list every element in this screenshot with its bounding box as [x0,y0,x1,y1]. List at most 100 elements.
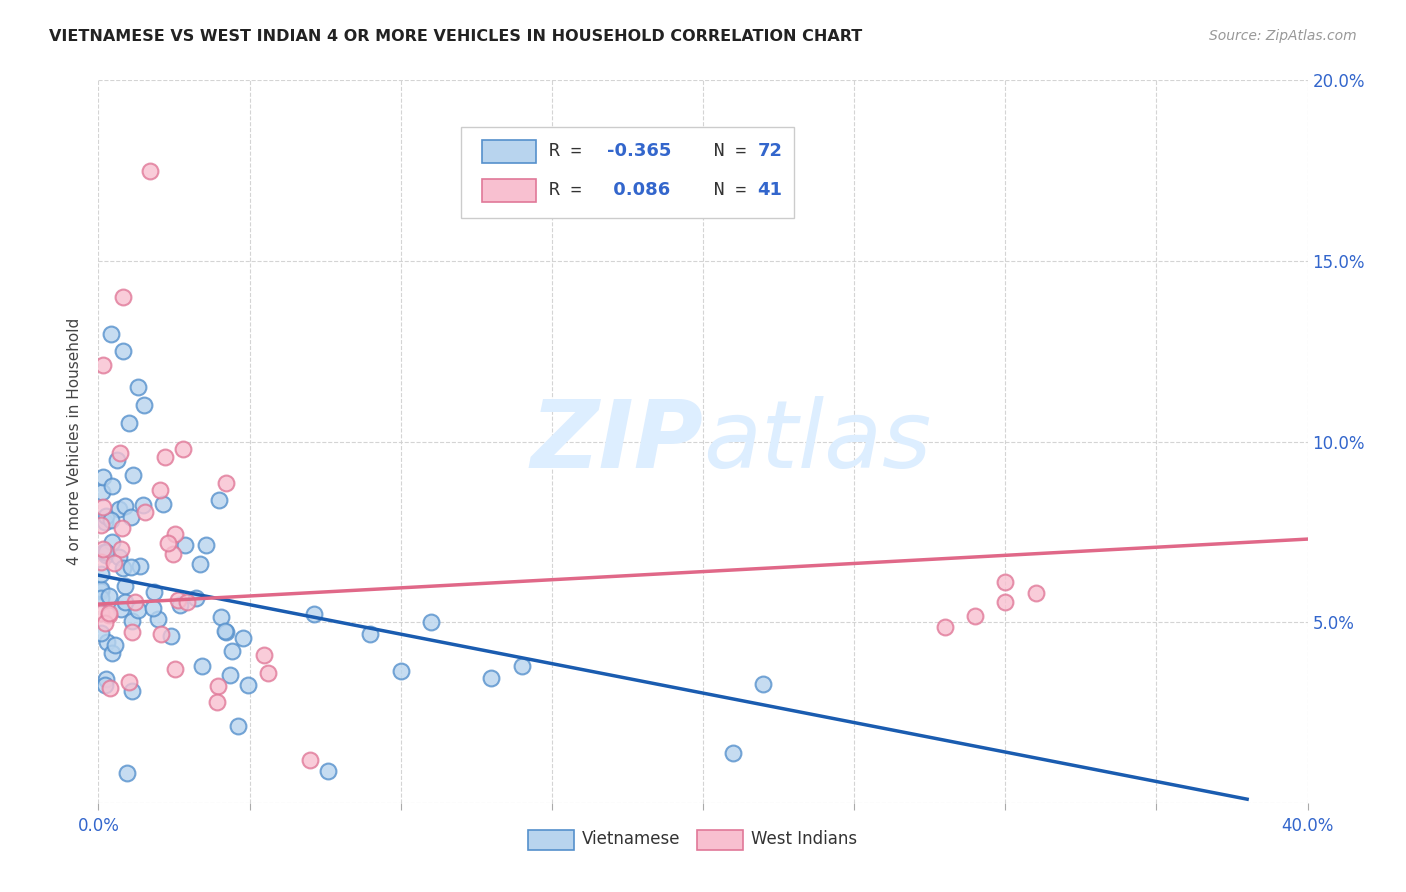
Text: Source: ZipAtlas.com: Source: ZipAtlas.com [1209,29,1357,43]
Point [100,327,122,342]
Point [91,358,114,372]
Point [208,492,231,507]
Point [163,662,186,676]
Text: N =: N = [692,142,758,160]
Point [172,442,194,456]
Point [90,606,112,620]
Point [93,515,115,529]
Point [214,624,236,638]
Point [101,479,124,493]
Point [510,659,533,673]
Point [149,627,172,641]
Point [121,684,143,698]
Point [389,664,412,678]
Text: VIETNAMESE VS WEST INDIAN 4 OR MORE VEHICLES IN HOUSEHOLD CORRELATION CHART: VIETNAMESE VS WEST INDIAN 4 OR MORE VEHI… [49,29,862,44]
Text: West Indians: West Indians [751,830,858,848]
Point [214,475,236,490]
Point [91,470,114,484]
Point [132,499,155,513]
Point [121,625,143,640]
Point [994,594,1017,608]
Text: R =: R = [550,181,593,199]
Point [219,668,242,682]
Point [108,549,131,564]
Point [96,635,118,649]
Point [90,517,112,532]
Point [165,526,187,541]
Point [90,626,112,640]
Point [162,547,184,561]
Point [253,648,276,662]
Point [112,561,135,575]
Point [90,583,112,598]
FancyBboxPatch shape [461,128,793,218]
Point [207,679,229,693]
Y-axis label: 4 or more Vehicles in Household: 4 or more Vehicles in Household [67,318,83,566]
Point [90,591,112,606]
Point [129,558,152,573]
Point [111,521,134,535]
Text: atlas: atlas [703,396,931,487]
Point [110,541,132,556]
Point [214,625,236,640]
Point [153,450,176,464]
Point [195,538,218,552]
Point [205,695,228,709]
Point [104,638,127,652]
Point [143,584,166,599]
Point [148,612,170,626]
Point [93,545,115,559]
Point [118,674,141,689]
Point [752,677,775,691]
Point [94,549,117,563]
Point [176,595,198,609]
Text: -0.365: -0.365 [607,142,672,160]
Point [114,595,136,609]
Point [94,545,117,559]
Point [167,593,190,607]
Point [120,510,142,524]
Point [110,601,132,615]
Point [118,417,141,431]
Point [134,505,156,519]
Point [115,766,138,780]
Point [94,678,117,692]
Point [139,163,162,178]
Point [98,589,121,603]
Point [127,380,149,394]
Text: 0.086: 0.086 [607,181,671,199]
Point [149,483,172,497]
Point [121,467,143,482]
Point [94,509,117,524]
Point [98,608,121,623]
Point [127,603,149,617]
Point [121,559,143,574]
Bar [527,830,574,850]
Point [108,502,131,516]
Point [236,678,259,692]
Point [304,607,326,622]
Point [94,615,117,630]
Point [934,620,956,634]
Point [114,579,136,593]
Point [221,644,243,658]
Point [256,665,278,680]
Bar [482,139,536,162]
Point [191,658,214,673]
Point [103,556,125,570]
Point [124,595,146,609]
Point [209,610,232,624]
Point [232,631,254,645]
Bar [697,830,742,850]
Point [100,513,122,527]
Point [226,719,249,733]
Point [1024,586,1046,600]
Point [132,398,155,412]
Point [98,606,121,620]
Point [105,452,128,467]
Point [111,290,134,304]
Point [481,672,503,686]
Point [723,746,745,760]
Point [360,627,382,641]
Point [91,541,114,556]
